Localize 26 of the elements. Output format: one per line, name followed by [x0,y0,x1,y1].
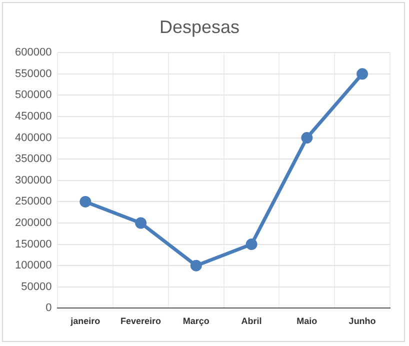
y-tick-label: 0 [46,302,52,314]
point [356,68,368,80]
y-tick-label: 450000 [14,110,52,123]
y-tick-label: 300000 [14,174,52,186]
y-tick-label: 150000 [14,238,52,250]
y-tick-label: 50000 [21,280,52,293]
y-tick-label: 200000 [14,217,52,230]
y-tick-label: 550000 [14,68,52,80]
x-tick-label: Março [182,316,210,326]
y-tick-label: 400000 [14,132,52,144]
y-tick-label: 350000 [14,153,52,166]
y-tick-label: 600000 [14,46,52,59]
x-tick-label: Abril [241,316,262,326]
y-tick-label: 500000 [14,89,52,102]
chart-title: Despesas [159,16,240,37]
x-tick-label: janeiro [70,316,101,326]
x-tick-label: Junho [348,316,376,326]
point [135,217,147,229]
point [301,132,313,144]
x-tick-label: Fevereiro [120,316,162,326]
x-tick-label: Maio [296,316,318,326]
point [246,238,258,250]
y-tick-label: 100000 [14,260,52,272]
point [190,260,202,272]
y-tick-label: 250000 [14,196,52,208]
point [80,196,92,208]
